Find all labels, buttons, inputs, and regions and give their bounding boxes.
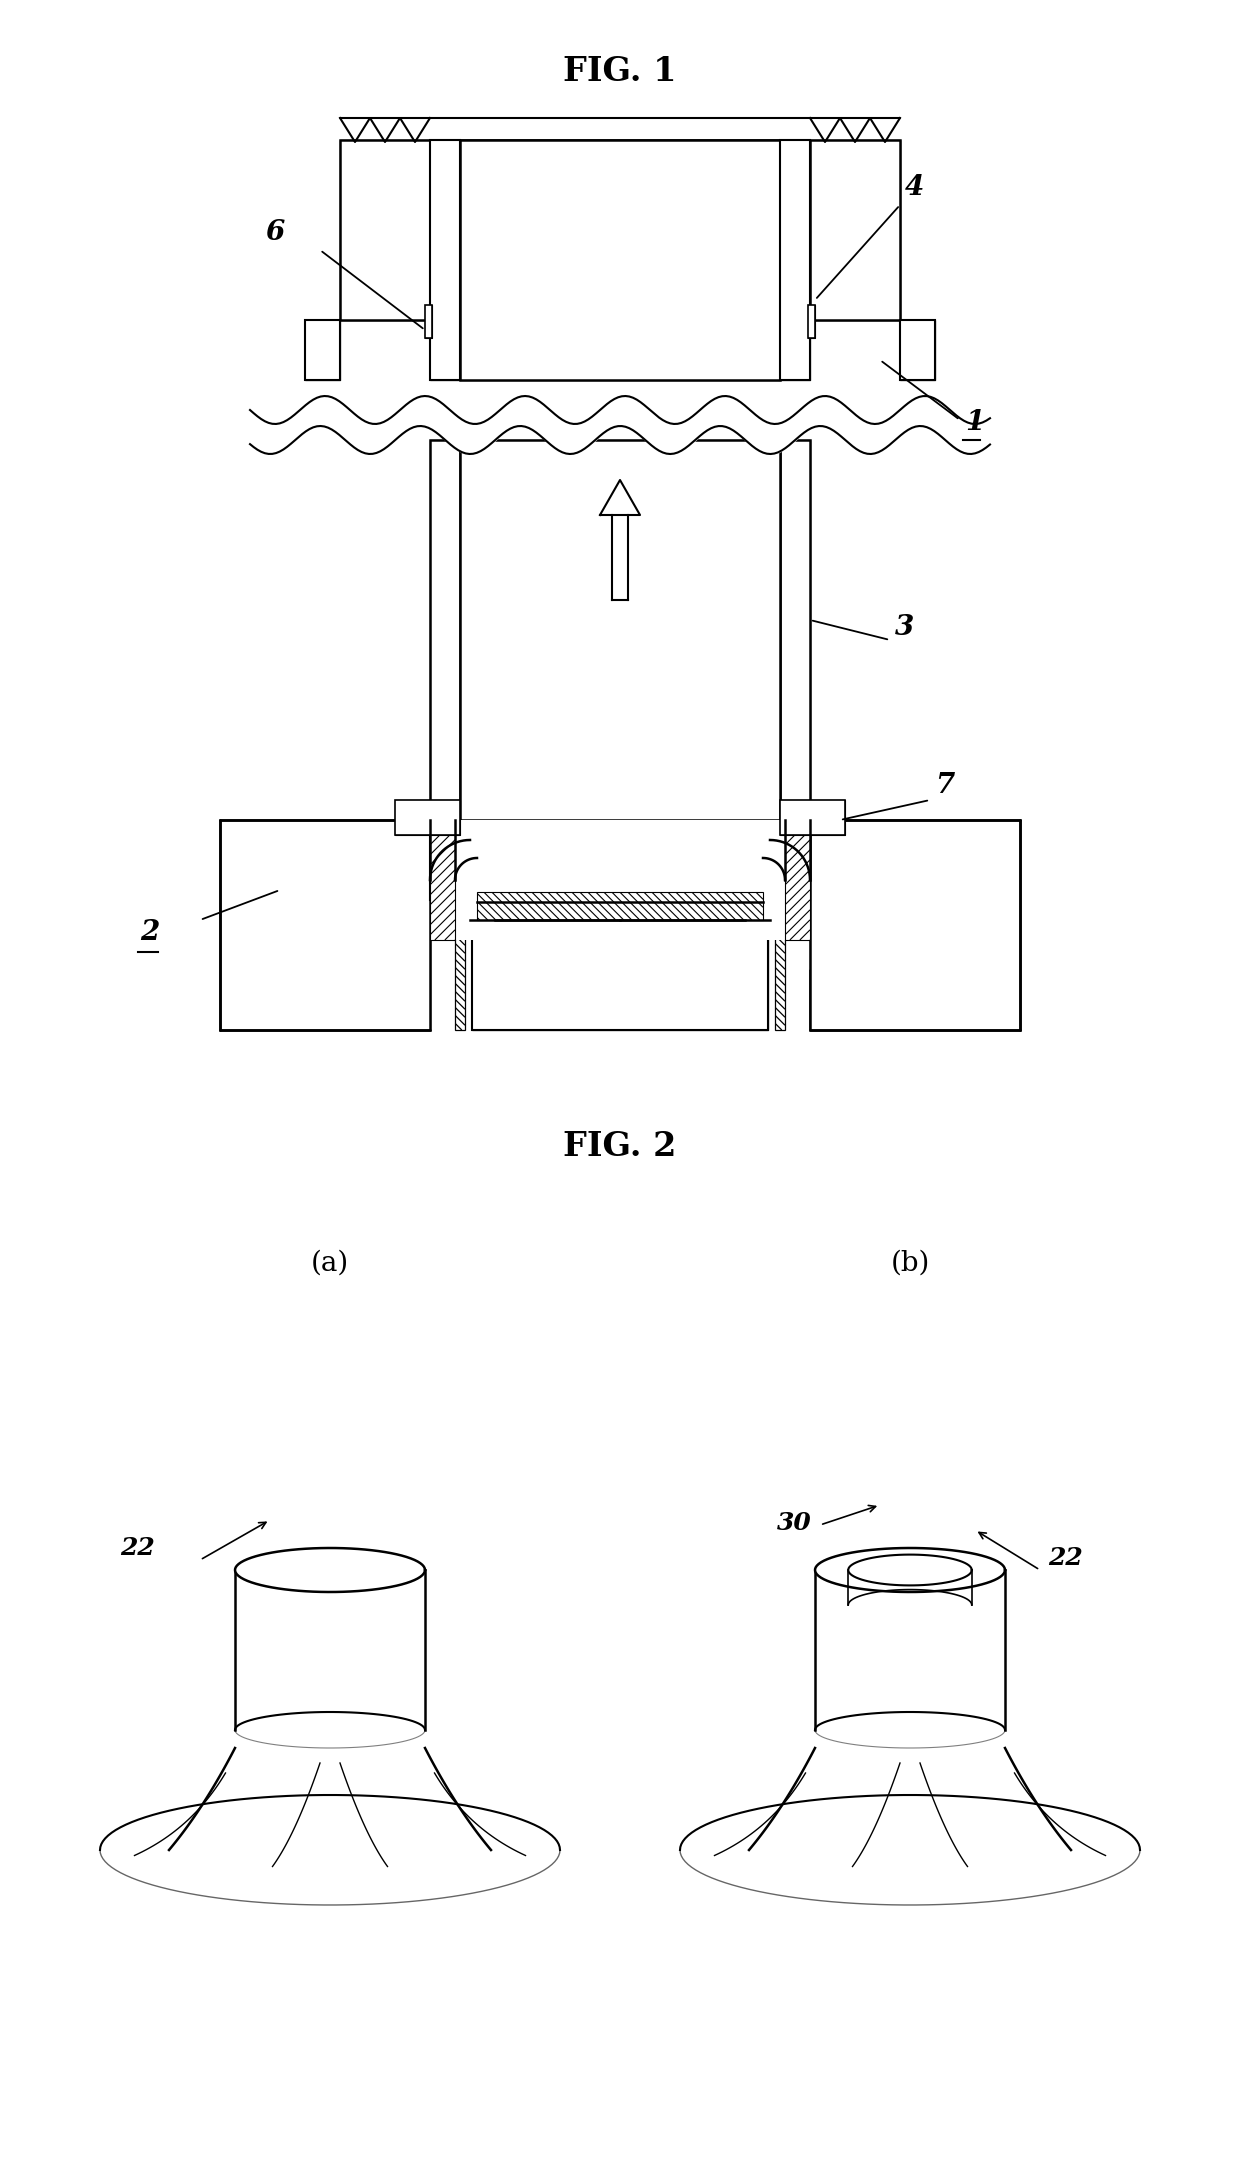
Polygon shape [430, 820, 460, 900]
Polygon shape [219, 820, 430, 1030]
Text: FIG. 2: FIG. 2 [563, 1130, 677, 1163]
Bar [780, 440, 810, 820]
Text: (b): (b) [890, 1249, 930, 1278]
Polygon shape [780, 141, 810, 380]
Bar [430, 440, 460, 820]
Bar [460, 440, 780, 820]
Polygon shape [340, 141, 430, 321]
Bar [613, 514, 627, 601]
Bar [305, 321, 340, 380]
Bar [460, 141, 780, 321]
Bar [425, 306, 432, 338]
Bar [340, 141, 430, 321]
Polygon shape [430, 820, 455, 939]
Bar [810, 820, 1021, 1030]
Bar [900, 321, 935, 380]
Bar [472, 935, 768, 1030]
Bar [780, 800, 844, 835]
Polygon shape [780, 820, 810, 900]
Polygon shape [808, 306, 815, 338]
Polygon shape [780, 800, 844, 835]
Polygon shape [460, 141, 780, 380]
Text: 6: 6 [265, 219, 284, 245]
Bar [396, 800, 460, 835]
Bar [460, 321, 780, 380]
Polygon shape [430, 141, 460, 380]
Polygon shape [810, 820, 1021, 1030]
Bar [810, 141, 900, 321]
Bar [430, 141, 460, 380]
Polygon shape [460, 440, 780, 820]
Polygon shape [900, 321, 935, 380]
Polygon shape [600, 479, 640, 514]
Polygon shape [815, 1549, 1004, 1592]
Bar [460, 141, 780, 380]
Bar [780, 141, 810, 380]
Polygon shape [236, 1549, 425, 1592]
Polygon shape [775, 900, 785, 1030]
Bar [780, 820, 810, 900]
Text: 2: 2 [140, 920, 159, 946]
Polygon shape [780, 440, 810, 820]
Polygon shape [477, 891, 763, 920]
Polygon shape [305, 321, 340, 380]
Polygon shape [810, 970, 1021, 1030]
Polygon shape [848, 1555, 972, 1586]
Text: 3: 3 [895, 614, 914, 642]
Polygon shape [460, 141, 780, 321]
Text: 1: 1 [965, 410, 985, 436]
Text: FIG. 1: FIG. 1 [563, 54, 677, 89]
Bar [430, 820, 810, 939]
Bar [808, 306, 815, 338]
Polygon shape [425, 306, 432, 338]
Bar [430, 820, 460, 900]
Text: 22: 22 [1048, 1546, 1083, 1570]
Text: 4: 4 [905, 174, 924, 202]
Polygon shape [396, 800, 460, 835]
Bar [219, 820, 430, 1030]
Polygon shape [219, 970, 430, 1030]
Text: 22: 22 [120, 1536, 155, 1560]
Text: (a): (a) [311, 1249, 350, 1278]
Polygon shape [455, 900, 465, 1030]
Polygon shape [472, 935, 768, 1030]
Polygon shape [785, 820, 810, 939]
Polygon shape [430, 440, 460, 820]
Polygon shape [810, 141, 900, 321]
Text: 7: 7 [935, 772, 955, 798]
Text: 30: 30 [777, 1512, 812, 1536]
